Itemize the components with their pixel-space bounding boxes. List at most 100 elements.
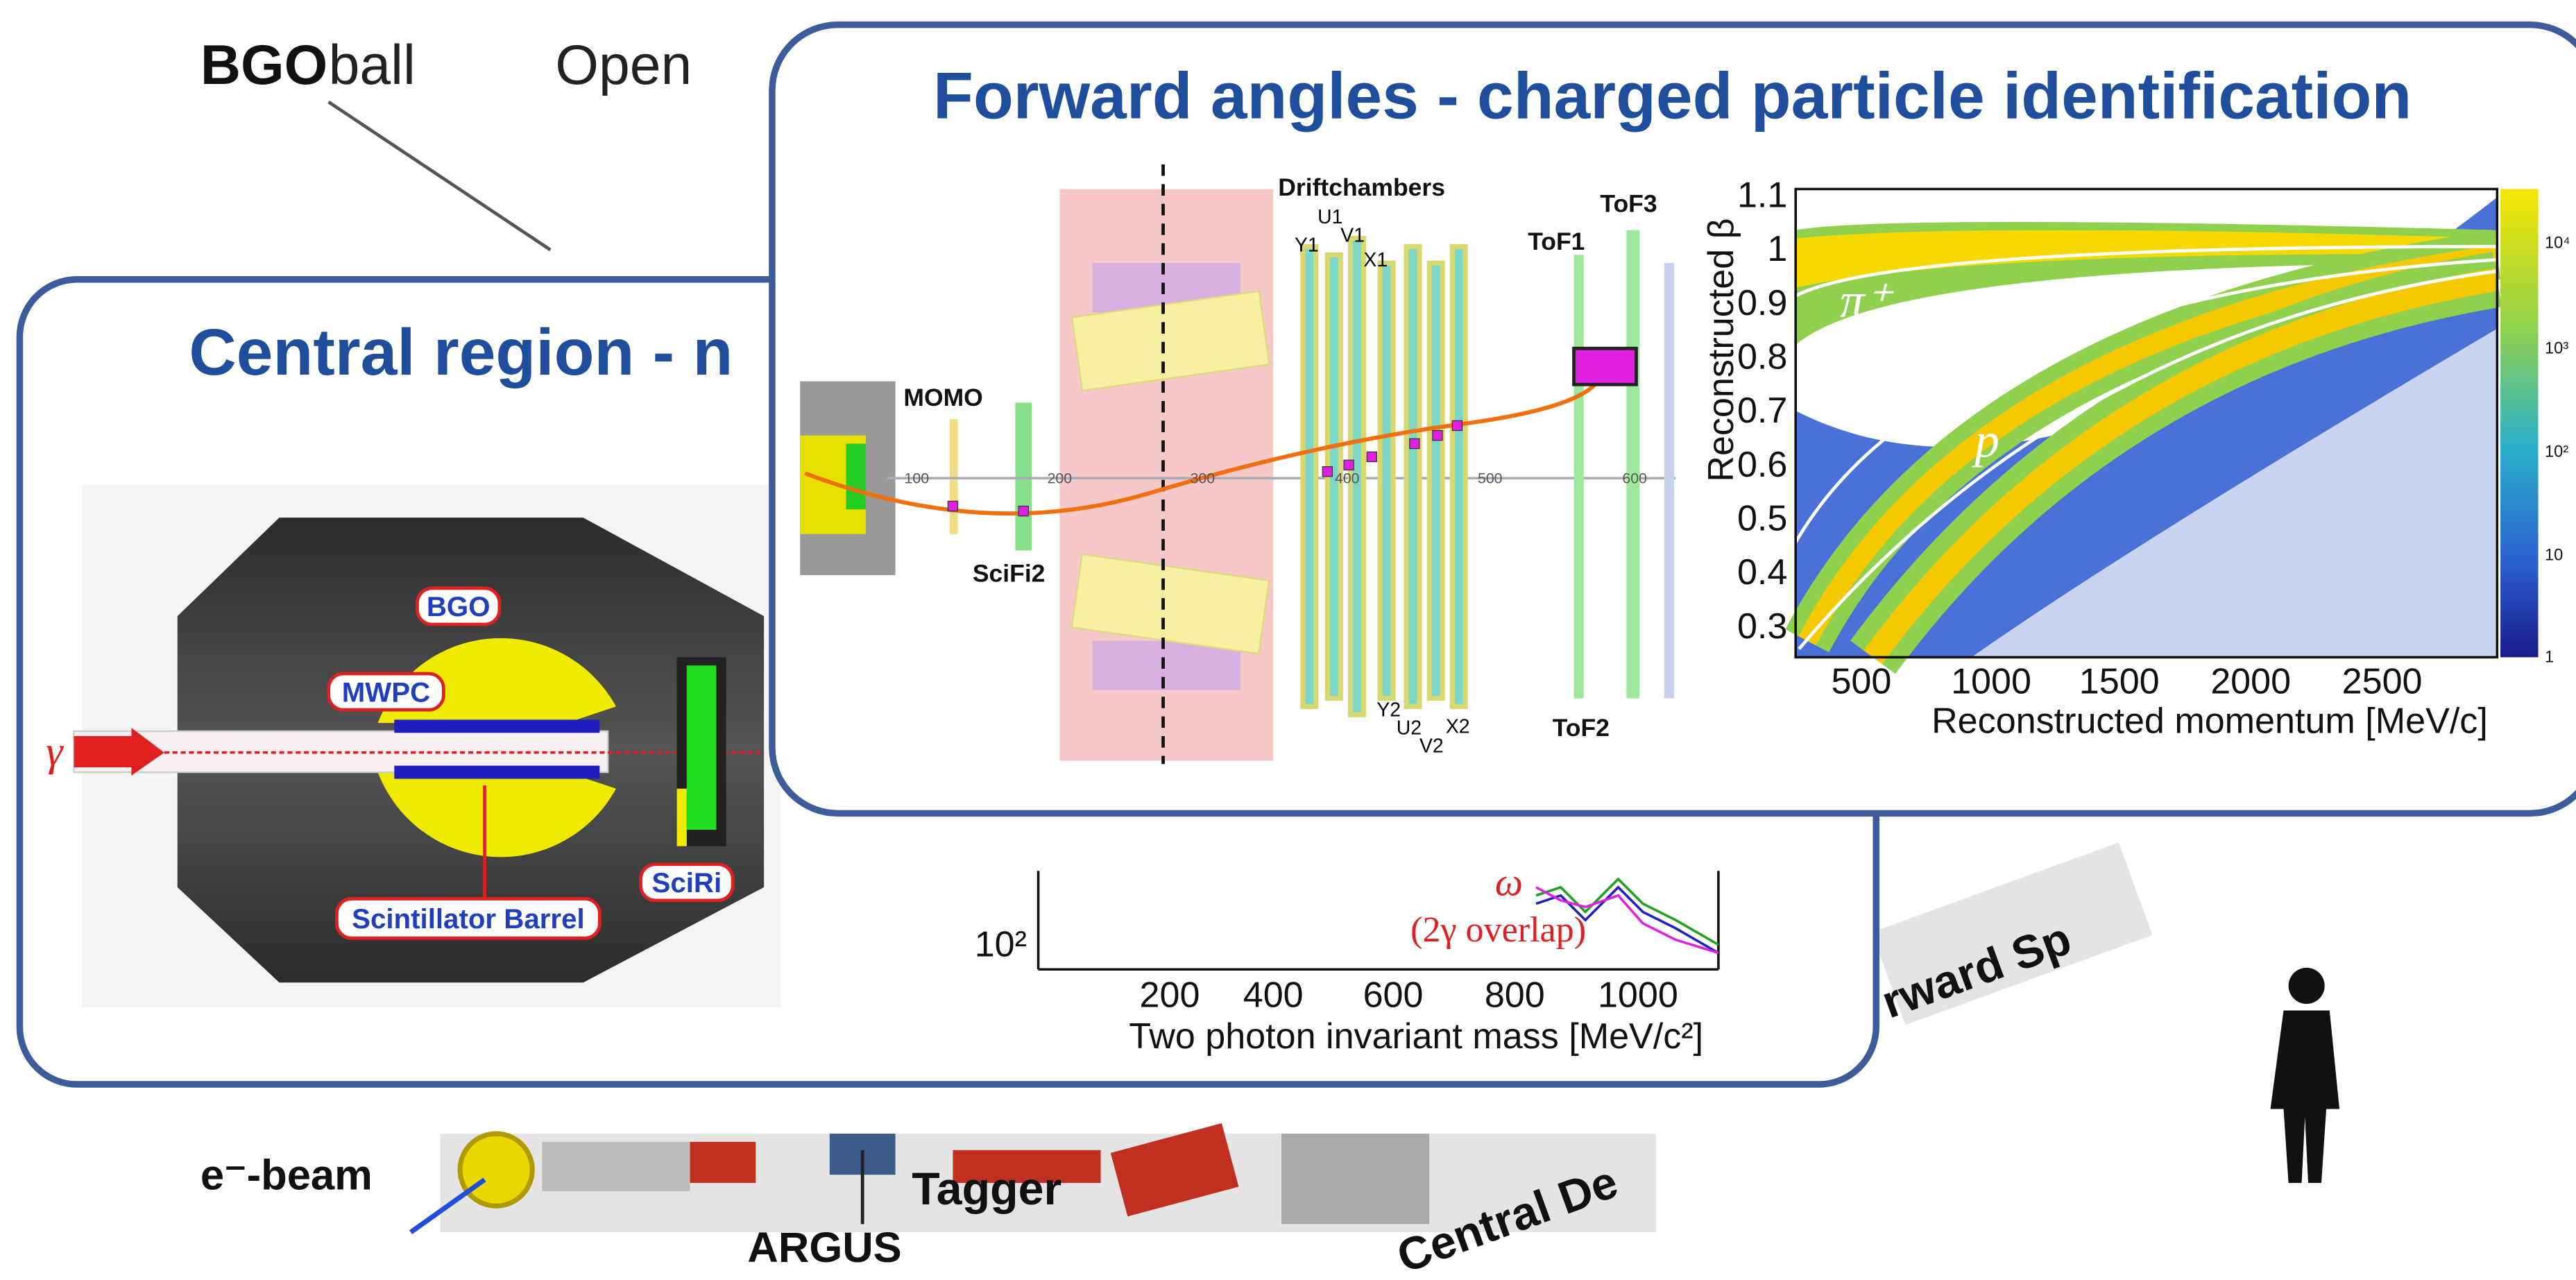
- shape: [1429, 263, 1442, 699]
- pid-plot: π⁺ K⁺ p Reconstructed β 1.1 1 0.9 0.8 0.7 0.6…: [1701, 176, 2570, 742]
- shape: [950, 419, 958, 534]
- y-tick-label: 0.6: [1737, 445, 1787, 485]
- shape: [948, 501, 957, 511]
- y-axis-label: Reconstructed β: [1701, 218, 1741, 481]
- colorbar-tick: 10²: [2545, 443, 2568, 461]
- shape: [687, 665, 717, 830]
- shape: [1574, 255, 1584, 698]
- colorbar-tick: 10: [2545, 547, 2563, 565]
- y-tick-label: 0.7: [1737, 391, 1787, 431]
- shape: [1018, 506, 1028, 516]
- label: MWPC: [342, 676, 430, 708]
- shape: [1322, 467, 1332, 477]
- label: BGO: [427, 591, 491, 622]
- shape: [329, 102, 551, 250]
- y-tick-label: 0.9: [1737, 283, 1787, 323]
- x-tick-label: 1000: [1951, 661, 2031, 701]
- shape: [460, 1134, 532, 1206]
- y-tick-label: 1.1: [1737, 176, 1787, 216]
- colorbar-tick: 10³: [2545, 339, 2568, 357]
- shape: [2271, 1010, 2339, 1183]
- label: SciFi2: [973, 559, 1046, 587]
- y-tick-label: 1: [1767, 229, 1787, 269]
- shape: [1626, 230, 1639, 699]
- panel-title: Central region - n: [189, 316, 733, 389]
- x-axis-label: Reconstructed momentum [MeV/c]: [1931, 701, 2488, 741]
- label: e⁻-beam: [201, 1152, 373, 1200]
- label: V1: [1340, 224, 1365, 246]
- shape: [542, 1142, 690, 1191]
- panel-title: Forward angles - charged particle identi…: [933, 60, 2412, 133]
- label: Y1: [1295, 234, 1319, 256]
- shape: [1380, 263, 1393, 699]
- shape: [394, 766, 599, 779]
- label: X2: [1446, 715, 1470, 737]
- x-tick-label: 800: [1485, 975, 1545, 1016]
- scale-tick: 400: [1335, 470, 1360, 486]
- label: V2: [1419, 735, 1444, 758]
- shape: [677, 789, 687, 846]
- shape: [1410, 438, 1419, 448]
- shape: [1367, 452, 1376, 461]
- colorbar-tick: 1: [2545, 648, 2554, 666]
- x-tick-label: 400: [1243, 975, 1304, 1016]
- label: Driftchambers: [1278, 173, 1445, 201]
- shape: [846, 444, 866, 510]
- label: BGO: [201, 34, 327, 96]
- particle-label: K⁺: [1905, 363, 1968, 417]
- shape: [394, 719, 599, 733]
- particle-label: π⁺: [1840, 274, 1895, 328]
- label: ToF2: [1553, 714, 1610, 742]
- forward-panel: Forward angles - charged particle identi…: [772, 25, 2576, 814]
- shape: [1664, 263, 1674, 699]
- y-tick-label: 0.8: [1737, 337, 1787, 377]
- shape: [1574, 348, 1637, 384]
- x-tick-label: 1000: [1598, 975, 1678, 1016]
- label: ToF1: [1528, 228, 1585, 255]
- x-tick-label: 600: [1363, 975, 1424, 1016]
- shape: [1015, 402, 1032, 550]
- label: Open: [555, 34, 692, 96]
- x-tick-label: 1500: [2079, 661, 2160, 701]
- shape: [1452, 420, 1462, 430]
- label: ball: [329, 34, 416, 96]
- y-tick-label: 0.3: [1737, 606, 1787, 647]
- x-tick-label: 2500: [2342, 661, 2423, 701]
- label: ToF3: [1600, 190, 1657, 218]
- label: Scintillator Barrel: [352, 903, 585, 935]
- label: X1: [1363, 249, 1388, 271]
- shape: [1344, 460, 1354, 470]
- scale-tick: 300: [1191, 470, 1216, 486]
- shape: [1406, 246, 1419, 706]
- colorbar-tick: 10⁴: [2545, 234, 2570, 253]
- y-tick-label: 10²: [975, 924, 1027, 964]
- shape: [690, 1142, 756, 1183]
- person-icon: [2271, 968, 2339, 1183]
- label: SciRi: [651, 867, 722, 898]
- shape: [1433, 431, 1442, 441]
- label: ARGUS: [747, 1224, 901, 1272]
- annotation: (2γ overlap): [1410, 910, 1586, 950]
- x-tick-label: 2000: [2210, 661, 2291, 701]
- scale-tick: 500: [1478, 470, 1503, 486]
- shape: [1452, 246, 1465, 706]
- label: U2: [1397, 717, 1422, 740]
- annotation: ω: [1495, 861, 1523, 905]
- slide: BGO ball Open e⁻-beam Tagger ARGUS Centr…: [0, 0, 2576, 1280]
- label: U1: [1317, 206, 1342, 228]
- scale-tick: 600: [1622, 470, 1647, 486]
- y-tick-label: 0.5: [1737, 499, 1787, 539]
- shape: [1281, 1134, 1429, 1224]
- shape: [2500, 189, 2538, 657]
- particle-label: p: [1971, 413, 1999, 468]
- x-tick-label: 500: [1831, 661, 1891, 701]
- y-tick-label: 0.4: [1737, 552, 1787, 592]
- x-axis-label: Two photon invariant mass [MeV/c²]: [1129, 1016, 1703, 1057]
- shape: [2289, 968, 2325, 1004]
- label: γ: [46, 728, 64, 776]
- scale-tick: 100: [905, 470, 930, 486]
- scale-tick: 200: [1048, 470, 1073, 486]
- label: MOMO: [903, 384, 982, 411]
- shape: [1303, 246, 1316, 706]
- x-tick-label: 200: [1140, 975, 1200, 1016]
